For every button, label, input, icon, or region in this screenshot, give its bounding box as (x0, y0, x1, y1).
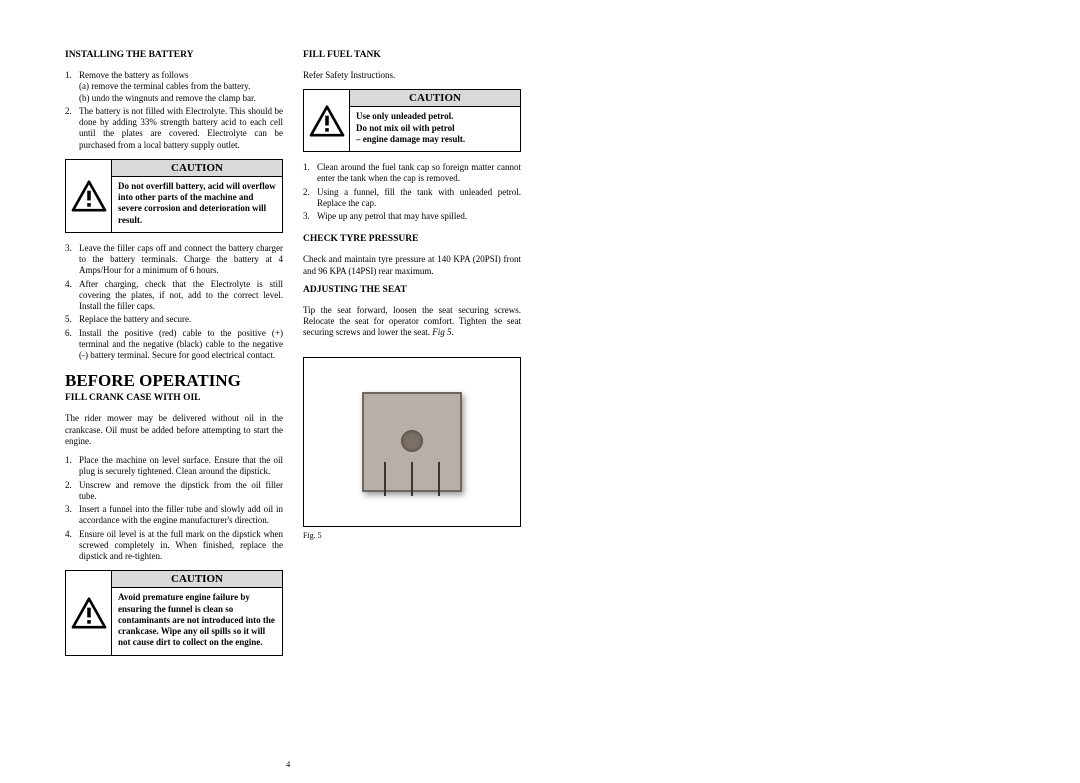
list-item: The battery is not filled with Electroly… (65, 106, 283, 151)
caution-icon-cell (66, 571, 112, 654)
seat-text: Tip the seat forward, loosen the seat se… (303, 305, 521, 339)
caution-icon-cell (304, 90, 350, 151)
caution-icon-cell (66, 160, 112, 232)
figure-5-box (303, 357, 521, 527)
caution-box-battery: CAUTION Do not overfill battery, acid wi… (65, 159, 283, 233)
caution-text: Use only unleaded petrol. Do not mix oil… (350, 107, 520, 151)
battery-steps-1: Remove the battery as follows (a) remove… (65, 70, 283, 151)
list-item: Replace the battery and secure. (65, 314, 283, 325)
tyre-pressure-text: Check and maintain tyre pressure at 140 … (303, 254, 521, 277)
heading-check-tyre-pressure: CHECK TYRE PRESSURE (303, 234, 521, 244)
list-item: Remove the battery as follows (a) remove… (65, 70, 283, 104)
list-item-text: Remove the battery as follows (79, 70, 188, 80)
seat-text-body: Tip the seat forward, loosen the seat se… (303, 305, 521, 338)
list-item: Insert a funnel into the filler tube and… (65, 504, 283, 527)
caution-content: CAUTION Use only unleaded petrol. Do not… (350, 90, 520, 151)
crank-intro-text: The rider mower may be delivered without… (65, 413, 283, 447)
caution-title: CAUTION (112, 571, 282, 588)
crank-steps: Place the machine on level surface. Ensu… (65, 455, 283, 562)
list-item: Ensure oil level is at the full mark on … (65, 529, 283, 563)
heading-before-operating: BEFORE OPERATING (65, 371, 283, 391)
warning-triangle-icon (309, 105, 345, 137)
heading-adjusting-seat: ADJUSTING THE SEAT (303, 285, 521, 295)
figure-5-caption: Fig. 5 (303, 531, 521, 540)
warning-triangle-icon (71, 597, 107, 629)
list-item: Leave the filler caps off and connect th… (65, 243, 283, 277)
heading-fill-crank-case: FILL CRANK CASE WITH OIL (65, 393, 283, 403)
caution-title: CAUTION (350, 90, 520, 107)
caution-box-oil: CAUTION Avoid premature engine failure b… (65, 570, 283, 655)
caution-text: Do not overfill battery, acid will overf… (112, 177, 282, 232)
heading-installing-battery: INSTALLING THE BATTERY (65, 50, 283, 60)
page-number: 4 (286, 759, 290, 769)
caution-content: CAUTION Do not overfill battery, acid wi… (112, 160, 282, 232)
list-item: Unscrew and remove the dipstick from the… (65, 480, 283, 503)
fuel-intro-text: Refer Safety Instructions. (303, 70, 521, 81)
list-item: Install the positive (red) cable to the … (65, 328, 283, 362)
caution-content: CAUTION Avoid premature engine failure b… (112, 571, 282, 654)
caution-text: Avoid premature engine failure by ensuri… (112, 588, 282, 654)
sub-item-a: (a) remove the terminal cables from the … (79, 81, 283, 92)
list-item: Using a funnel, fill the tank with unlea… (303, 187, 521, 210)
list-item: After charging, check that the Electroly… (65, 279, 283, 313)
seat-fig-ref: Fig 5 (432, 327, 451, 337)
sublist: (a) remove the terminal cables from the … (79, 81, 283, 104)
list-item: Wipe up any petrol that may have spilled… (303, 211, 521, 222)
battery-steps-2: Leave the filler caps off and connect th… (65, 243, 283, 362)
heading-fill-fuel-tank: FILL FUEL TANK (303, 50, 521, 60)
fuel-steps: Clean around the fuel tank cap so foreig… (303, 162, 521, 222)
warning-triangle-icon (71, 180, 107, 212)
figure-5-image (362, 392, 462, 492)
list-item: Clean around the fuel tank cap so foreig… (303, 162, 521, 185)
right-column: FILL FUEL TANK Refer Safety Instructions… (303, 50, 521, 666)
caution-title: CAUTION (112, 160, 282, 177)
left-column: INSTALLING THE BATTERY Remove the batter… (65, 50, 283, 666)
sub-item-b: (b) undo the wingnuts and remove the cla… (79, 93, 283, 104)
list-item: Place the machine on level surface. Ensu… (65, 455, 283, 478)
caution-box-fuel: CAUTION Use only unleaded petrol. Do not… (303, 89, 521, 152)
page-content: INSTALLING THE BATTERY Remove the batter… (65, 50, 800, 666)
